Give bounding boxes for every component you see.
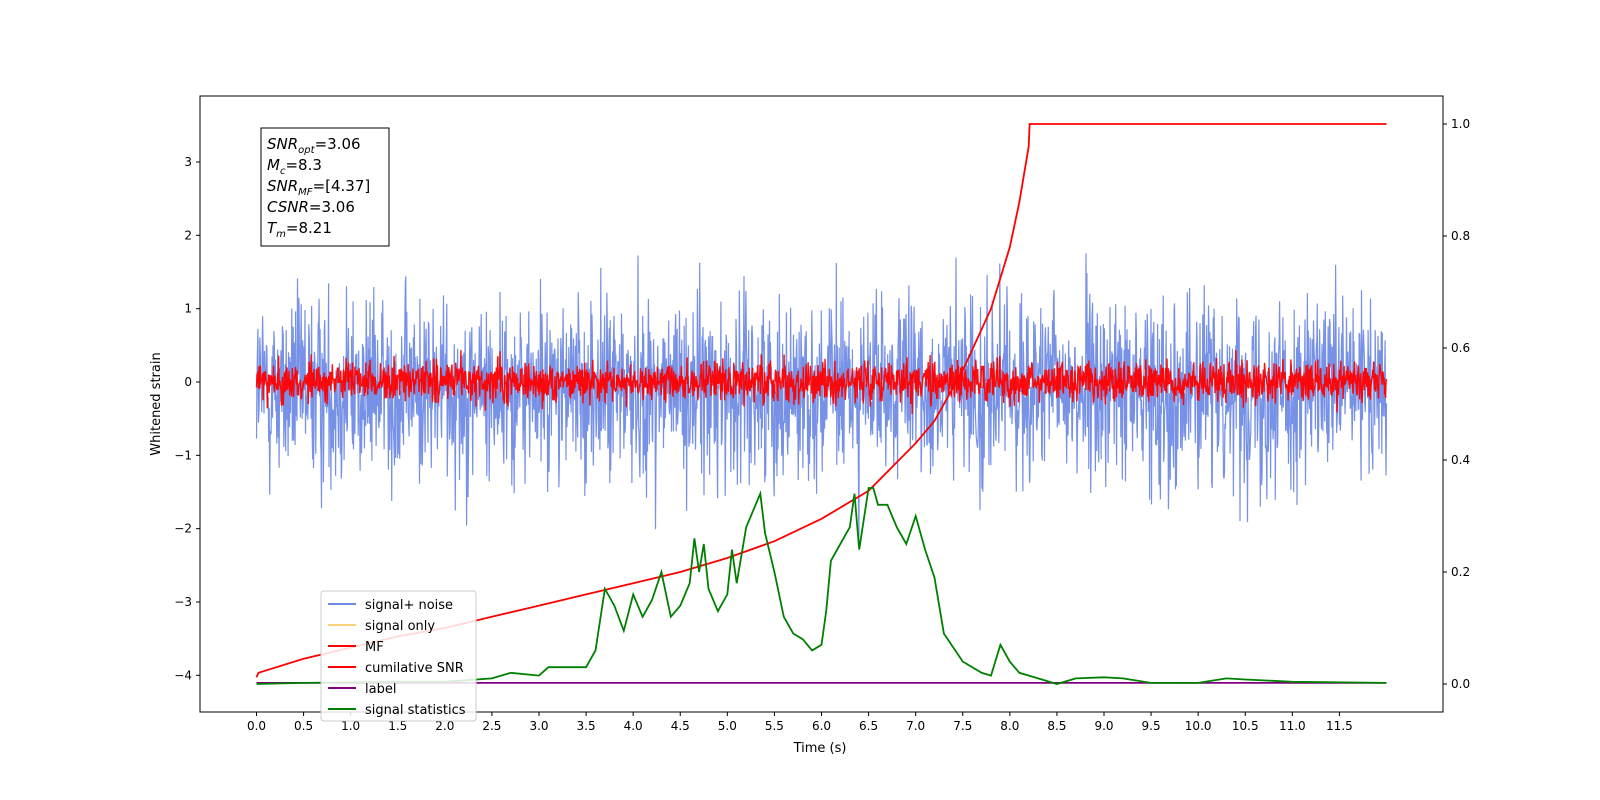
annotation-mc: Mc=8.3 bbox=[267, 156, 322, 177]
y2-tick-label: 0.4 bbox=[1451, 453, 1470, 467]
series-signal-plus-noise bbox=[255, 253, 1388, 544]
x-tick-label: 10.0 bbox=[1185, 719, 1212, 733]
x-axis-label: Time (s) bbox=[793, 741, 847, 756]
x-tick-label: 2.0 bbox=[435, 719, 454, 733]
legend-label: cumilative SNR bbox=[365, 661, 464, 676]
series-line-mf bbox=[255, 349, 1388, 415]
x-tick-label: 6.0 bbox=[812, 719, 831, 733]
y2-tick-label: 1.0 bbox=[1451, 117, 1470, 131]
legend-label: signal+ noise bbox=[365, 598, 453, 613]
x-tick-label: 1.5 bbox=[388, 719, 407, 733]
x-tick-label: 0.0 bbox=[247, 719, 266, 733]
x-tick-label: 11.5 bbox=[1326, 719, 1353, 733]
annotation-snr-opt: SNRopt=3.06 bbox=[267, 135, 361, 156]
x-tick-label: 8.0 bbox=[1000, 719, 1019, 733]
x-tick-label: 3.0 bbox=[529, 719, 548, 733]
x-tick-label: 5.5 bbox=[765, 719, 784, 733]
x-tick-label: 1.0 bbox=[341, 719, 360, 733]
y-tick-label: −4 bbox=[174, 668, 192, 682]
legend-label: label bbox=[365, 682, 396, 697]
series-line-signal-noise bbox=[255, 253, 1388, 544]
x-axis-ticks: 0.0 0.5 1.0 1.5 2.0 2.5 3.0 3.5 4.0 4.5 5.0 5.5 6.0 6… bbox=[247, 712, 1353, 733]
x-tick-label: 9.0 bbox=[1094, 719, 1113, 733]
x-tick-label: 4.0 bbox=[624, 719, 643, 733]
y-axis-ticks: 3 2 1 0 −1 −2 −3 −4 bbox=[174, 155, 200, 682]
legend-label: MF bbox=[365, 640, 384, 655]
y2-tick-label: 0.0 bbox=[1451, 677, 1470, 691]
x-tick-label: 2.5 bbox=[482, 719, 501, 733]
series-line-signal-statistics bbox=[256, 487, 1387, 685]
legend-label: signal only bbox=[365, 619, 435, 634]
y-tick-label: −1 bbox=[174, 448, 192, 462]
y2-tick-label: 0.6 bbox=[1451, 341, 1470, 355]
y-tick-label: 0 bbox=[184, 375, 192, 389]
x-tick-label: 3.5 bbox=[577, 719, 596, 733]
x-tick-label: 6.5 bbox=[859, 719, 878, 733]
y-tick-label: 1 bbox=[184, 302, 192, 316]
x-tick-label: 7.0 bbox=[906, 719, 925, 733]
y2-axis-ticks: 1.0 0.8 0.6 0.4 0.2 0.0 bbox=[1443, 117, 1470, 691]
y-tick-label: −2 bbox=[174, 522, 192, 536]
x-tick-label: 4.5 bbox=[671, 719, 690, 733]
x-tick-label: 8.5 bbox=[1047, 719, 1066, 733]
x-tick-label: 9.5 bbox=[1142, 719, 1161, 733]
x-tick-label: 7.5 bbox=[953, 719, 972, 733]
y-tick-label: −3 bbox=[174, 595, 192, 609]
legend: signal+ noise signal only MF cumilative SNR… bbox=[320, 590, 477, 722]
annotation-snr-mf: SNRMF=[4.37] bbox=[267, 177, 370, 198]
y-tick-label: 2 bbox=[184, 228, 192, 242]
y-axis-label: Whitened strain bbox=[149, 352, 164, 455]
x-tick-label: 10.5 bbox=[1232, 719, 1259, 733]
annotation-box: SNRopt=3.06 Mc=8.3 SNRMF=[4.37] CSNR=3.0… bbox=[260, 127, 390, 247]
annotation-tm: Tm=8.21 bbox=[267, 219, 332, 240]
x-tick-label: 5.0 bbox=[718, 719, 737, 733]
legend-label: signal statistics bbox=[365, 703, 466, 718]
series-mf bbox=[255, 349, 1388, 415]
annotation-csnr: CSNR=3.06 bbox=[267, 198, 355, 216]
x-tick-label: 11.0 bbox=[1279, 719, 1306, 733]
x-tick-label: 0.5 bbox=[294, 719, 313, 733]
y-tick-label: 3 bbox=[184, 155, 192, 169]
y2-tick-label: 0.2 bbox=[1451, 565, 1470, 579]
y2-tick-label: 0.8 bbox=[1451, 229, 1470, 243]
